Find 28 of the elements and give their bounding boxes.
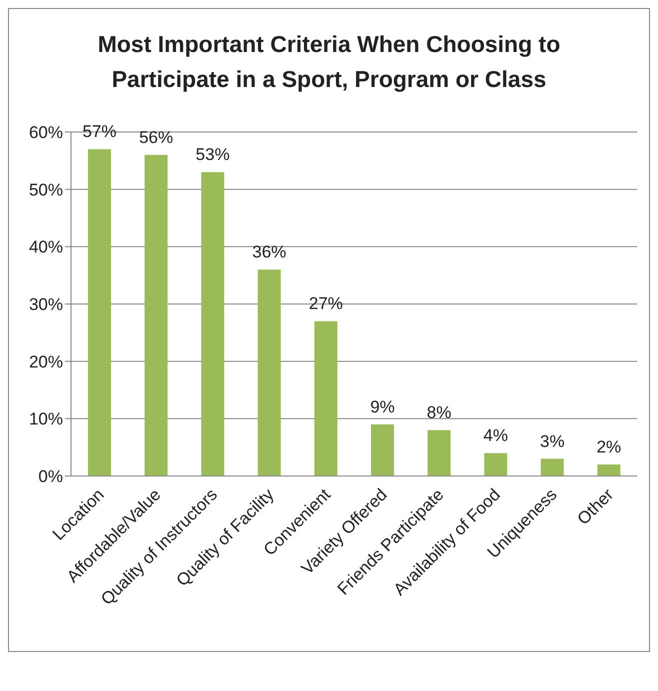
data-label: 56% [139,128,174,147]
bar [540,458,564,476]
bar [314,321,338,476]
bar [484,453,508,476]
bar [370,424,394,476]
y-tick-label: 60% [28,123,63,142]
data-label: 3% [540,432,565,451]
data-label: 9% [370,397,395,416]
data-label: 27% [308,294,343,314]
chart-title: Most Important Criteria When Choosing to Participate in a Sport, Program or Class [96,30,562,94]
data-label: 8% [426,403,452,422]
y-tick-label: 10% [28,410,63,429]
y-tick-label: 0% [38,467,63,486]
y-tick-label: 30% [28,295,63,314]
data-label: 57% [82,122,116,142]
data-label: 53% [196,145,230,164]
y-tick-label: 40% [28,238,63,257]
y-tick-label: 50% [28,180,63,200]
data-label: 36% [252,242,286,262]
data-label: 2% [596,438,622,457]
y-tick-label: 20% [28,352,63,372]
bar [88,149,111,476]
data-label: 4% [483,426,508,446]
bar [428,430,451,476]
bar [201,172,224,476]
bar [144,154,168,476]
bar [597,464,620,476]
bar [258,270,281,476]
